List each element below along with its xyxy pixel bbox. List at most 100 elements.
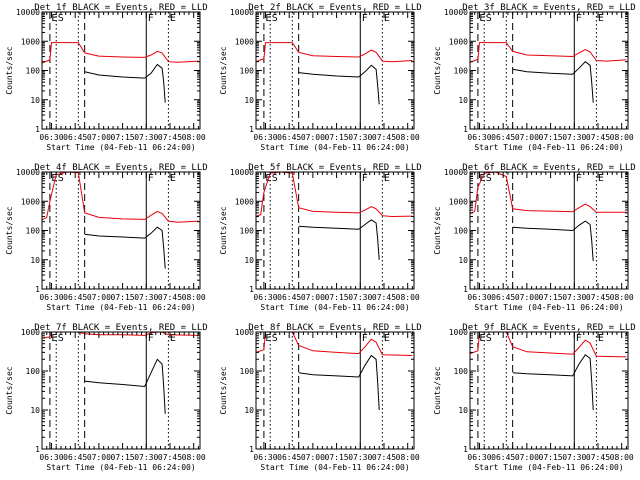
x-tick-label: 07:30 <box>134 133 158 142</box>
y-tick-label: 10000 <box>16 8 40 17</box>
marker-label: S <box>272 333 278 344</box>
series-line-lld <box>255 171 413 218</box>
y-tick-label: 10000 <box>230 168 254 177</box>
series-line-events <box>298 64 380 105</box>
x-tick-label: 06:45 <box>491 133 515 142</box>
x-tick-label: 07:15 <box>539 133 563 142</box>
y-tick-label: 10 <box>244 96 254 105</box>
x-tick-label: 07:30 <box>562 293 586 302</box>
y-tick-label: 10 <box>458 96 468 105</box>
x-tick-label: 06:30 <box>39 453 63 462</box>
panel-title: Det 4f BLACK = Events, RED = LLD <box>34 163 207 173</box>
panel-title: Det 3f BLACK = Events, RED = LLD <box>462 3 635 13</box>
y-tick-label: 100 <box>240 227 255 236</box>
marker-label: E <box>170 333 176 344</box>
marker-label: E <box>51 333 57 344</box>
y-tick-label: 1 <box>35 285 40 294</box>
marker-label: S <box>58 333 64 344</box>
plot-frame <box>255 171 415 290</box>
y-tick-label: 1 <box>463 125 468 134</box>
marker-label: E <box>265 333 271 344</box>
marker-label: E <box>384 13 390 24</box>
panel-title: Det 5f BLACK = Events, RED = LLD <box>248 163 421 173</box>
marker-label: F <box>576 333 582 344</box>
plot-frame <box>41 331 201 450</box>
x-tick-label: 07:45 <box>158 453 182 462</box>
series-line-lld <box>469 42 627 63</box>
x-tick-label: 07:15 <box>539 293 563 302</box>
plot-frame <box>255 11 415 130</box>
series-line-lld <box>41 171 199 223</box>
x-tick-label: 06:30 <box>253 453 277 462</box>
y-axis-title: Counts/sec <box>433 206 442 254</box>
panel-title: Det 7f BLACK = Events, RED = LLD <box>34 323 207 333</box>
y-tick-label: 10 <box>30 96 40 105</box>
y-tick-label: 1 <box>249 125 254 134</box>
y-tick-label: 100 <box>240 67 255 76</box>
y-axis-title: Counts/sec <box>219 366 228 414</box>
panel-title: Det 2f BLACK = Events, RED = LLD <box>248 3 421 13</box>
y-tick-label: 10000 <box>444 8 468 17</box>
x-tick-label: 07:30 <box>134 453 158 462</box>
x-tick-label: 07:15 <box>111 453 135 462</box>
plot-frame <box>469 171 629 290</box>
y-tick-label: 10 <box>30 406 40 415</box>
y-tick-label: 1000 <box>21 197 40 206</box>
marker-label: E <box>170 13 176 24</box>
y-tick-label: 1000 <box>235 197 254 206</box>
x-tick-label: 07:15 <box>325 133 349 142</box>
x-tick-label: 07:45 <box>372 293 396 302</box>
y-tick-label: 100 <box>240 367 255 376</box>
series-line-events <box>84 226 166 269</box>
panel-title: Det 6f BLACK = Events, RED = LLD <box>462 163 635 173</box>
marker-label: E <box>51 173 57 184</box>
y-tick-label: 100 <box>454 367 469 376</box>
y-tick-label: 1000 <box>235 37 254 46</box>
marker-label: E <box>384 173 390 184</box>
x-tick-label: 08:00 <box>610 453 634 462</box>
x-tick-label: 06:45 <box>277 133 301 142</box>
marker-label: E <box>479 173 485 184</box>
x-axis-title: Start Time (04-Feb-11 06:24:00) <box>46 143 195 152</box>
x-axis-title: Start Time (04-Feb-11 06:24:00) <box>474 303 623 312</box>
y-tick-label: 100 <box>26 367 41 376</box>
x-tick-label: 08:00 <box>396 453 420 462</box>
marker-label: F <box>148 13 154 24</box>
x-axis-title: Start Time (04-Feb-11 06:24:00) <box>260 303 409 312</box>
marker-label: E <box>51 13 57 24</box>
x-tick-label: 06:30 <box>39 293 63 302</box>
x-tick-label: 07:15 <box>539 453 563 462</box>
series-line-events <box>84 358 166 414</box>
y-tick-label: 1 <box>463 445 468 454</box>
x-tick-label: 07:45 <box>158 133 182 142</box>
marker-label: F <box>576 13 582 24</box>
marker-label: S <box>486 13 492 24</box>
y-tick-label: 10 <box>30 256 40 265</box>
series-line-events <box>298 219 380 260</box>
marker-label: E <box>170 173 176 184</box>
x-tick-label: 08:00 <box>182 293 206 302</box>
marker-label: F <box>362 173 368 184</box>
x-tick-label: 07:00 <box>515 453 539 462</box>
x-tick-label: 07:00 <box>301 453 325 462</box>
x-tick-label: 06:30 <box>39 133 63 142</box>
y-tick-label: 1 <box>35 125 40 134</box>
y-axis-title: Counts/sec <box>219 206 228 254</box>
x-tick-label: 06:30 <box>253 293 277 302</box>
x-tick-label: 07:00 <box>301 133 325 142</box>
plot-frame <box>255 331 415 450</box>
y-axis-title: Counts/sec <box>5 206 14 254</box>
x-tick-label: 06:45 <box>277 293 301 302</box>
x-axis-title: Start Time (04-Feb-11 06:24:00) <box>474 143 623 152</box>
x-tick-label: 07:00 <box>87 453 111 462</box>
plot-frame <box>469 11 629 130</box>
x-tick-label: 07:45 <box>158 293 182 302</box>
x-tick-label: 06:45 <box>63 133 87 142</box>
y-tick-label: 1000 <box>235 328 254 337</box>
x-tick-label: 07:30 <box>562 133 586 142</box>
marker-label: F <box>148 333 154 344</box>
